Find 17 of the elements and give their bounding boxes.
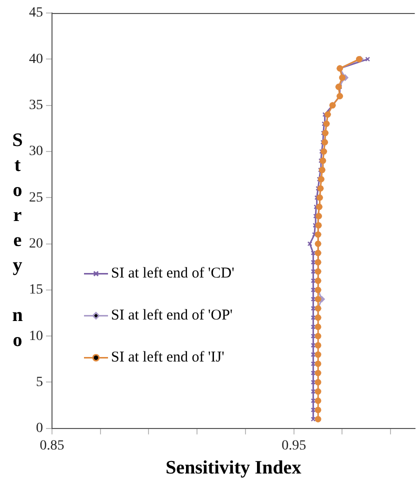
legend-label: SI at left end of 'CD'	[111, 266, 235, 282]
y-tick-label: 45	[29, 6, 43, 21]
y-axis-title: Storey no	[6, 130, 28, 354]
y-tick-label: 0	[36, 421, 43, 436]
x-axis-title: Sensitivity Index	[166, 458, 302, 479]
y-tick-label: 25	[29, 190, 43, 206]
x-tick-label: 0.85	[40, 438, 64, 454]
x-tick-label: 0.95	[282, 438, 306, 454]
y-tick-label: 10	[29, 328, 43, 344]
y-tick-label: 5	[36, 374, 43, 390]
legend-label: SI at left end of 'IJ'	[111, 350, 225, 366]
legend-label: SI at left end of 'OP'	[111, 308, 233, 324]
y-tick-label: 30	[29, 144, 43, 160]
y-tick-label: 15	[29, 282, 43, 298]
y-tick-label: 35	[29, 98, 43, 113]
y-tick-label: 20	[29, 236, 43, 252]
y-tick-label: 40	[29, 52, 43, 67]
